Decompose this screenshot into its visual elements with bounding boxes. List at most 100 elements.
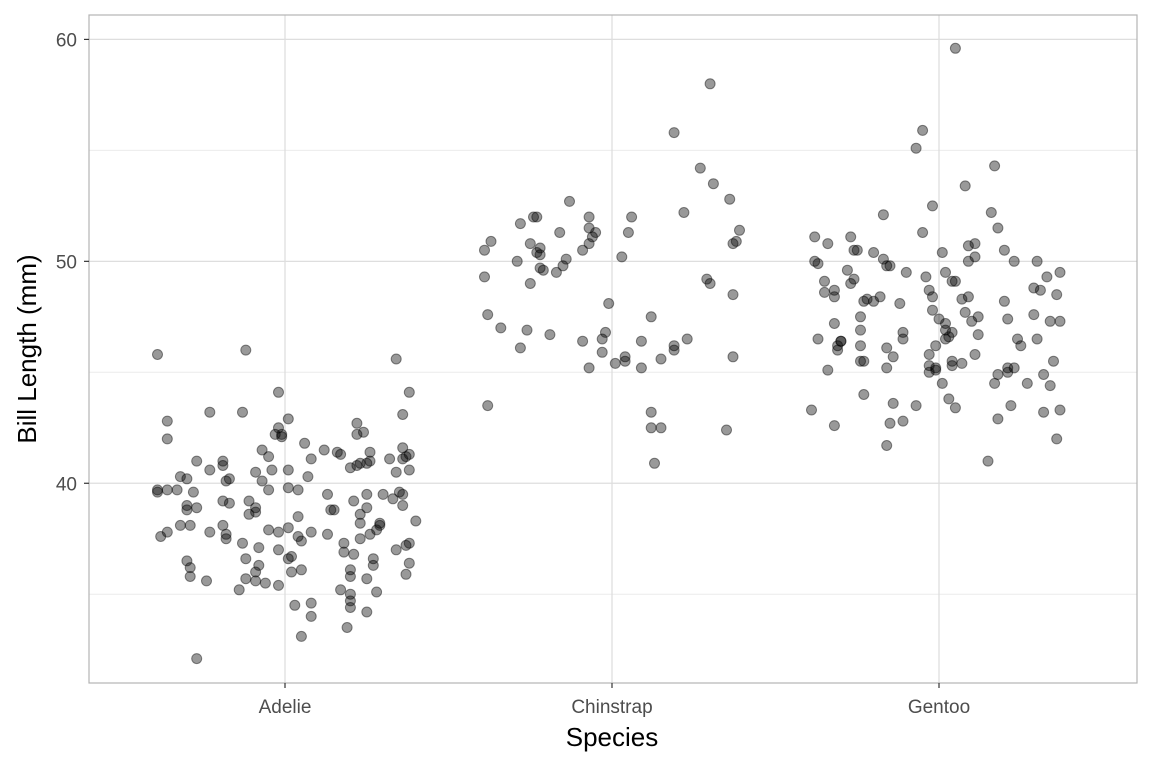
data-point xyxy=(949,402,961,414)
data-point xyxy=(1041,271,1053,283)
data-point xyxy=(220,533,232,545)
data-point xyxy=(191,455,203,467)
data-point xyxy=(828,291,840,303)
data-point xyxy=(622,227,634,238)
data-point xyxy=(390,353,402,365)
data-point xyxy=(295,564,307,576)
data-point xyxy=(384,453,396,465)
data-point xyxy=(943,331,955,343)
data-point xyxy=(940,324,951,336)
data-point xyxy=(318,444,330,456)
data-point xyxy=(1021,377,1033,389)
data-point xyxy=(174,519,186,531)
data-point xyxy=(1034,284,1046,296)
data-point xyxy=(858,295,870,307)
data-point xyxy=(868,247,880,258)
data-point xyxy=(495,322,507,334)
data-point xyxy=(619,351,631,363)
data-point xyxy=(338,537,350,549)
data-point xyxy=(344,564,356,576)
data-point xyxy=(292,484,304,496)
data-point xyxy=(479,244,490,256)
data-point xyxy=(351,417,363,429)
data-point xyxy=(855,311,866,323)
data-point xyxy=(250,466,262,478)
x-tick-label: Adelie xyxy=(259,697,312,718)
data-point xyxy=(583,222,595,234)
data-point xyxy=(917,227,929,238)
data-point xyxy=(884,260,896,272)
data-point xyxy=(992,413,1004,425)
data-point xyxy=(727,238,739,250)
data-point xyxy=(273,579,284,591)
data-point xyxy=(998,244,1010,256)
data-point xyxy=(305,610,317,622)
data-point xyxy=(930,362,942,374)
data-point xyxy=(364,528,376,540)
data-point xyxy=(266,464,278,476)
data-point xyxy=(1054,266,1066,278)
data-point xyxy=(959,306,971,318)
data-point xyxy=(946,326,958,338)
data-point xyxy=(1008,255,1020,267)
data-point xyxy=(250,575,262,587)
data-point xyxy=(152,484,163,496)
data-point xyxy=(322,488,333,500)
data-point xyxy=(364,455,376,467)
y-tick-label: 60 xyxy=(56,30,77,51)
data-point xyxy=(822,364,834,376)
data-point xyxy=(191,502,203,514)
data-point xyxy=(374,517,386,529)
data-point xyxy=(217,519,229,531)
data-point xyxy=(361,502,373,514)
data-point xyxy=(161,484,173,496)
data-point xyxy=(564,195,575,207)
data-point xyxy=(341,622,353,633)
data-point xyxy=(358,426,369,438)
data-point xyxy=(998,295,1010,307)
data-point xyxy=(704,278,716,289)
data-point xyxy=(1054,315,1066,327)
data-point xyxy=(152,486,163,498)
data-point xyxy=(894,298,906,309)
data-point xyxy=(390,544,402,556)
data-point xyxy=(969,251,981,263)
data-point xyxy=(263,451,275,463)
data-point xyxy=(603,298,615,309)
data-point xyxy=(900,266,912,278)
data-point xyxy=(923,366,935,378)
data-point xyxy=(344,571,356,582)
data-point xyxy=(923,360,935,372)
y-axis-ticks: 40 50 60 xyxy=(56,30,89,495)
data-point xyxy=(701,273,713,285)
data-point xyxy=(397,453,409,465)
data-point xyxy=(694,162,706,174)
data-point xyxy=(881,260,893,272)
data-point xyxy=(338,546,350,558)
data-point xyxy=(727,351,739,363)
data-point xyxy=(250,506,262,518)
data-point xyxy=(969,238,981,250)
data-point xyxy=(544,329,556,341)
data-point xyxy=(348,495,360,507)
data-point xyxy=(253,542,265,554)
data-point xyxy=(243,495,255,507)
data-point xyxy=(237,406,248,418)
data-point xyxy=(910,400,922,412)
data-point xyxy=(734,224,745,236)
data-point xyxy=(848,244,860,256)
data-point xyxy=(930,340,942,352)
data-point xyxy=(1031,255,1043,267)
data-point xyxy=(668,344,680,356)
data-point xyxy=(220,528,232,540)
data-point xyxy=(848,273,860,285)
data-point xyxy=(250,502,262,514)
data-point xyxy=(524,238,536,250)
data-point xyxy=(577,335,589,347)
data-point xyxy=(282,413,294,425)
data-point xyxy=(1051,433,1063,445)
data-point xyxy=(295,535,307,547)
data-point xyxy=(354,517,366,529)
x-axis-ticks: Adelie Chinstrap Gentoo xyxy=(259,683,970,718)
data-point xyxy=(828,420,840,432)
